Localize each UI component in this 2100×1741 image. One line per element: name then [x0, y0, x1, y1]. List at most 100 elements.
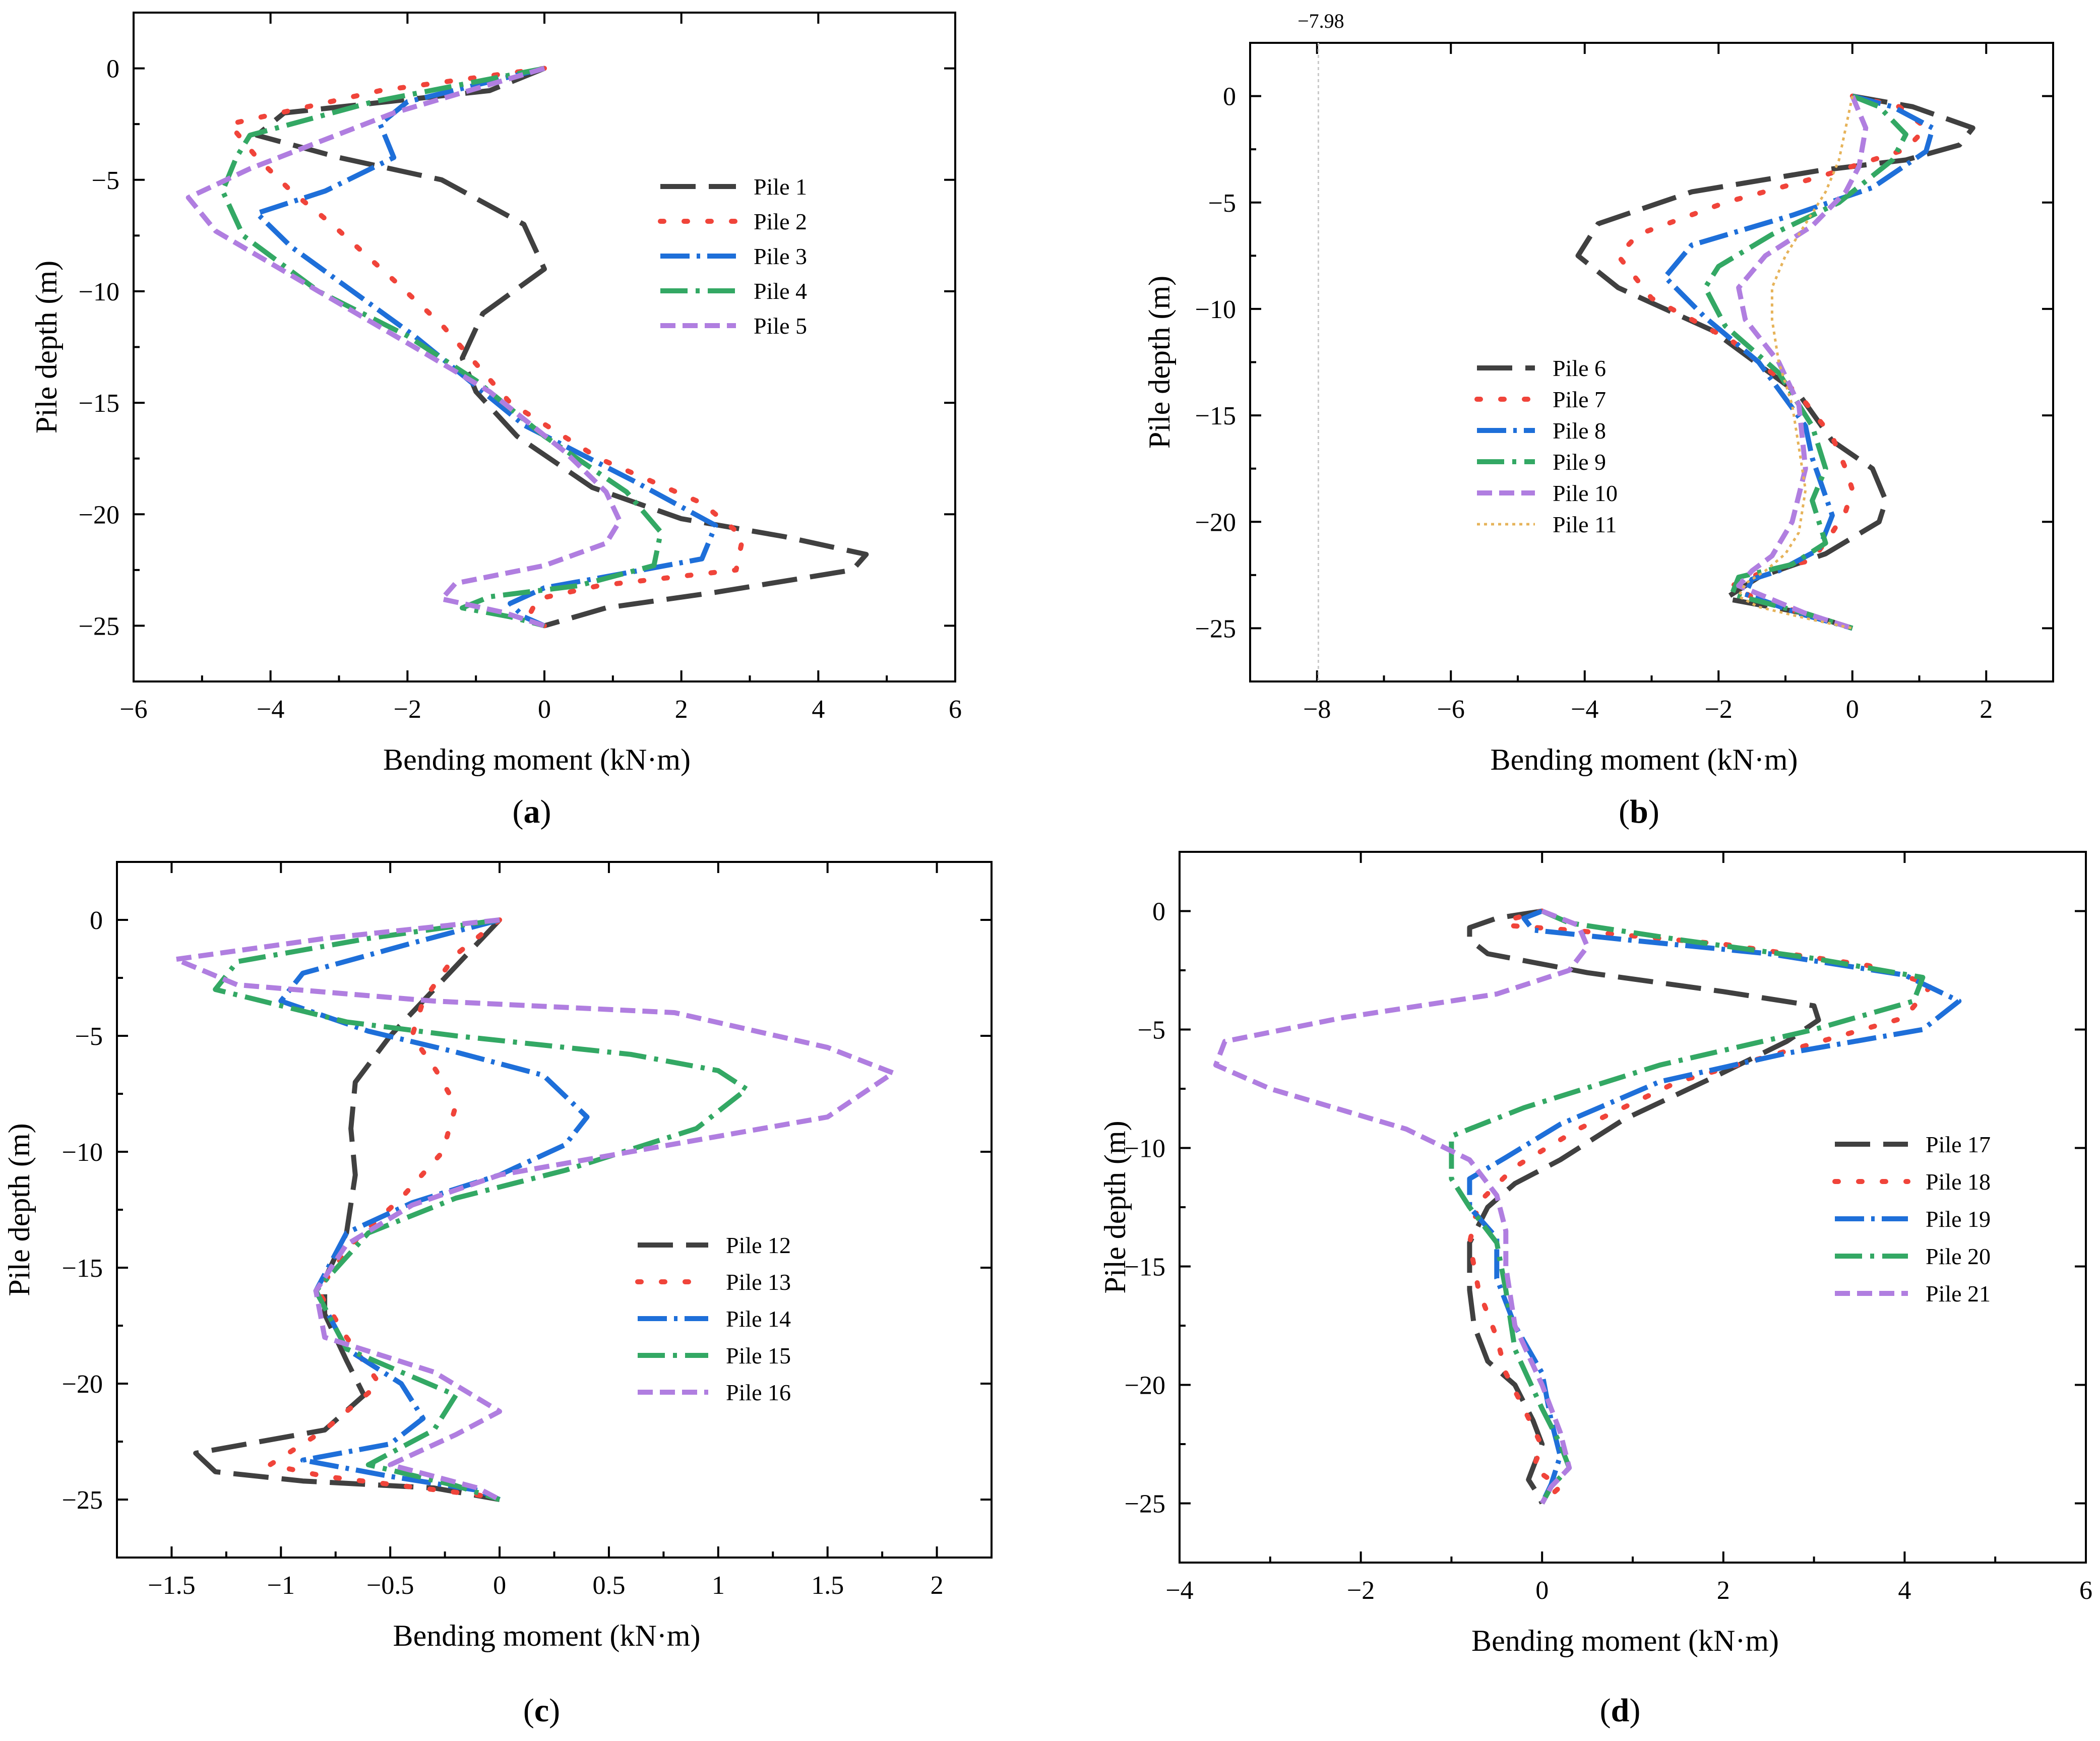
legend-label: Pile 14 — [726, 1306, 791, 1332]
legend-label: Pile 16 — [726, 1380, 791, 1405]
series-line-pile-5 — [186, 66, 623, 629]
legend-label: Pile 4 — [754, 278, 807, 304]
plot-frame — [1249, 42, 2054, 682]
y-tick-label: −25 — [1125, 1490, 1165, 1519]
legend: Pile 17 Pile 18 Pile 19 Pile 20 Pile 21 — [1832, 1132, 1991, 1307]
x-axis-label: Bending moment (kN·m) — [383, 743, 691, 776]
legend-label: Pile 5 — [754, 313, 807, 339]
x-tick-label: 4 — [812, 695, 825, 724]
x-tick-label: 1.5 — [811, 1571, 844, 1600]
y-tick-label: −15 — [62, 1254, 103, 1283]
series-group — [173, 917, 896, 1502]
x-tick-label: 0.5 — [592, 1571, 625, 1600]
series-line-pile-11 — [1737, 96, 1854, 630]
y-tick-label: 0 — [106, 55, 119, 84]
x-tick-label: 0 — [538, 695, 551, 724]
x-axis-label: Bending moment (kN·m) — [393, 1619, 701, 1652]
x-tick-label: −6 — [119, 695, 147, 724]
legend-label: Pile 3 — [754, 243, 807, 269]
series-line-pile-2 — [227, 66, 746, 629]
annotation-label: −7.98 — [1298, 10, 1344, 32]
y-axis-label: Pile depth (m) — [1098, 1121, 1132, 1293]
series-line-pile-17 — [1467, 908, 1821, 1505]
x-tick-label: −2 — [1705, 695, 1733, 724]
x-tick-label: −4 — [1571, 695, 1598, 724]
series-line-pile-1 — [254, 66, 869, 629]
y-tick-label: −5 — [92, 166, 119, 195]
series-line-pile-20 — [1449, 908, 1926, 1505]
y-tick-label: −20 — [79, 501, 119, 529]
y-tick-label: −25 — [79, 612, 119, 641]
legend-label: Pile 18 — [1926, 1169, 1991, 1195]
series-group — [186, 66, 869, 629]
legend-label: Pile 12 — [726, 1232, 791, 1258]
y-tick-label: 0 — [1152, 898, 1165, 926]
legend-label: Pile 11 — [1553, 512, 1617, 537]
x-tick-label: 4 — [1898, 1576, 1911, 1605]
series-line-pile-7 — [1616, 93, 1929, 631]
series-line-pile-8 — [1662, 93, 1936, 631]
legend: Pile 1 Pile 2 Pile 3 Pile 4 Pile 5 — [658, 174, 807, 339]
y-tick-label: −20 — [62, 1370, 103, 1399]
legend-label: Pile 17 — [1926, 1132, 1991, 1157]
plot-frame — [133, 12, 956, 682]
panel-caption: (b) — [1619, 793, 1659, 830]
legend: Pile 12 Pile 13 Pile 14 Pile 15 Pile 16 — [635, 1232, 791, 1405]
y-tick-label: −15 — [1125, 1253, 1165, 1282]
legend-label: Pile 13 — [726, 1269, 791, 1295]
panel-c: −1.5 −1 −0.5 0 0.5 1 1.5 2 0 −5 −10 −15 −20 −25 Bendin… — [3, 861, 993, 1729]
legend-label: Pile 1 — [754, 174, 807, 200]
y-axis-label: Pile depth (m) — [1143, 276, 1176, 449]
legend-label: Pile 8 — [1553, 418, 1606, 444]
y-tick-label: −25 — [62, 1486, 103, 1515]
x-tick-label: −4 — [257, 695, 284, 724]
series-line-pile-19 — [1467, 908, 1962, 1505]
y-tick-label: −5 — [1208, 189, 1236, 218]
y-tick-label: −5 — [1138, 1016, 1165, 1045]
y-tick-label: −20 — [1125, 1372, 1165, 1400]
x-tick-label: 0 — [1535, 1576, 1549, 1605]
x-tick-label: 2 — [1980, 695, 1993, 724]
series-line-pile-16 — [173, 917, 896, 1502]
y-tick-label: −25 — [1195, 614, 1236, 643]
legend-label: Pile 15 — [726, 1343, 791, 1369]
x-tick-label: −2 — [394, 695, 421, 724]
legend-label: Pile 6 — [1553, 355, 1606, 381]
y-tick-label: −15 — [1195, 402, 1236, 430]
series-line-pile-15 — [213, 917, 750, 1502]
y-tick-label: −5 — [75, 1022, 103, 1051]
x-tick-label: 6 — [949, 695, 962, 724]
series-line-pile-9 — [1702, 93, 1908, 631]
x-tick-label: 2 — [1717, 1576, 1730, 1605]
y-axis-label: Pile depth (m) — [30, 261, 63, 433]
series-group — [1213, 908, 1962, 1506]
y-tick-label: 0 — [1223, 83, 1236, 111]
x-axis-label: Bending moment (kN·m) — [1491, 743, 1798, 776]
panel-caption: (d) — [1600, 1692, 1641, 1729]
x-tick-label: −1.5 — [148, 1571, 195, 1600]
x-tick-label: −2 — [1347, 1576, 1375, 1605]
legend-label: Pile 21 — [1926, 1281, 1991, 1307]
x-tick-label: −6 — [1437, 695, 1465, 724]
y-tick-label: −10 — [1125, 1135, 1165, 1163]
series-line-pile-18 — [1467, 908, 1935, 1506]
x-tick-label: −0.5 — [366, 1571, 414, 1600]
x-tick-label: −8 — [1303, 695, 1331, 724]
legend-label: Pile 9 — [1553, 449, 1606, 475]
series-line-pile-13 — [267, 917, 503, 1502]
y-tick-label: −20 — [1195, 508, 1236, 537]
x-axis-label: Bending moment (kN·m) — [1471, 1624, 1779, 1657]
panel-caption: (a) — [513, 793, 551, 830]
panel-caption: (c) — [523, 1692, 560, 1729]
series-group — [1575, 93, 1975, 631]
series-line-pile-21 — [1213, 908, 1590, 1505]
legend-label: Pile 20 — [1926, 1243, 1991, 1269]
y-tick-label: −10 — [1195, 295, 1236, 324]
y-tick-label: 0 — [90, 906, 103, 935]
legend-label: Pile 7 — [1553, 387, 1606, 412]
x-tick-label: 1 — [712, 1571, 725, 1600]
legend-label: Pile 19 — [1926, 1206, 1991, 1232]
